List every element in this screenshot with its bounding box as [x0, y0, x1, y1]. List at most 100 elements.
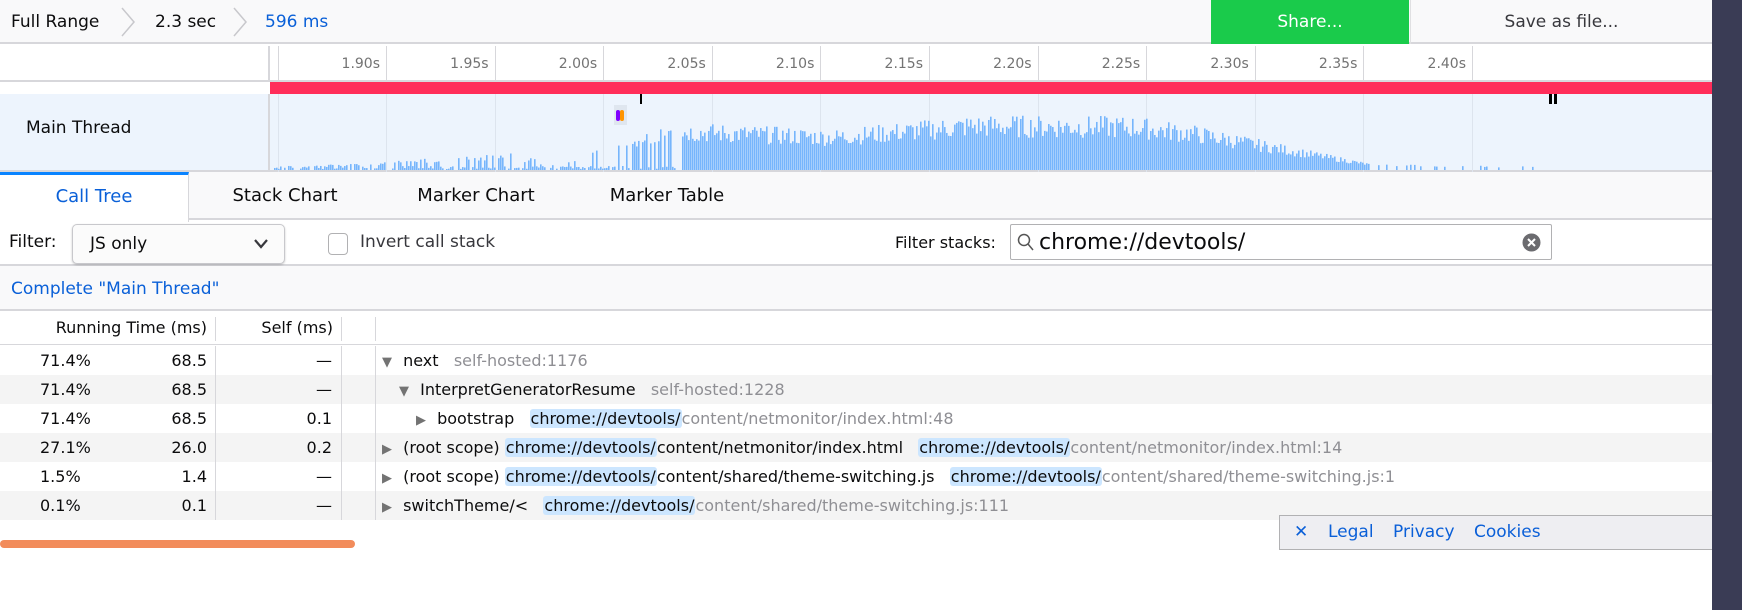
- track-label[interactable]: Main Thread: [0, 94, 270, 172]
- graph-bar: [722, 125, 724, 170]
- function-name: InterpretGeneratorResume: [420, 380, 636, 399]
- triangle-down-icon[interactable]: ▼: [382, 355, 392, 370]
- save-as-file-button[interactable]: Save as file...: [1410, 0, 1712, 44]
- table-row[interactable]: 1.5% 1.4 — ▶ (root scope) chrome://devto…: [0, 462, 1712, 491]
- filter-select[interactable]: JS only: [72, 224, 285, 264]
- triangle-right-icon[interactable]: ▶: [382, 442, 392, 457]
- tab-stack-chart[interactable]: Stack Chart: [232, 185, 338, 206]
- graph-bar: [1116, 118, 1118, 170]
- graph-bar: [1158, 130, 1160, 170]
- graph-bar: [740, 128, 742, 170]
- running-percent: 71.4%: [40, 409, 91, 428]
- graph-bar: [500, 155, 502, 170]
- cookies-link[interactable]: Cookies: [1474, 522, 1541, 542]
- graph-bar: [574, 161, 576, 170]
- graph-bar: [912, 127, 914, 170]
- self-ms: —: [316, 496, 332, 515]
- graph-bar: [552, 165, 554, 170]
- marker-orange[interactable]: [620, 110, 624, 121]
- graph-bar: [334, 168, 336, 170]
- graph-bar: [1262, 146, 1264, 170]
- graph-bar: [1180, 130, 1182, 170]
- clear-search-icon[interactable]: [1522, 233, 1541, 252]
- transform-breadcrumb[interactable]: Complete "Main Thread": [11, 279, 220, 299]
- graph-bar: [716, 133, 718, 170]
- filter-stacks-input[interactable]: [1039, 226, 1509, 258]
- privacy-link[interactable]: Privacy: [1393, 522, 1455, 542]
- graph-bar: [1296, 153, 1298, 170]
- graph-bar: [344, 166, 346, 170]
- legal-link[interactable]: Legal: [1328, 522, 1374, 542]
- graph-bar: [1170, 139, 1172, 170]
- graph-bar: [614, 166, 616, 170]
- graph-bar: [508, 168, 510, 170]
- marker-black-end[interactable]: [1549, 94, 1557, 104]
- breadcrumb-596-ms[interactable]: 596 ms: [265, 12, 329, 32]
- graph-bar: [1498, 167, 1500, 170]
- graph-bar: [374, 168, 376, 170]
- header-running-time[interactable]: Running Time (ms): [55, 318, 207, 337]
- invert-call-stack-label[interactable]: Invert call stack: [360, 232, 496, 252]
- graph-bar: [924, 120, 926, 170]
- marker-purple[interactable]: [616, 110, 620, 121]
- graph-bar: [1030, 119, 1032, 170]
- graph-bar: [1300, 157, 1302, 170]
- grid-line: [1254, 94, 1256, 172]
- header-self[interactable]: Self (ms): [261, 318, 333, 337]
- graph-bar: [1154, 134, 1156, 170]
- horizontal-scrollbar[interactable]: [0, 540, 355, 548]
- triangle-down-icon[interactable]: ▼: [399, 384, 409, 399]
- tab-marker-table[interactable]: Marker Table: [609, 185, 725, 206]
- graph-bar: [280, 166, 282, 170]
- graph-bar: [1282, 152, 1284, 170]
- table-row[interactable]: 71.4% 68.5 0.1 ▶ bootstrap chrome://devt…: [0, 404, 1712, 433]
- graph-bar: [814, 132, 816, 170]
- graph-bar: [664, 135, 666, 170]
- graph-bar: [476, 168, 478, 170]
- breadcrumb-full-range[interactable]: Full Range: [11, 12, 100, 32]
- invert-call-stack-checkbox[interactable]: [328, 233, 348, 255]
- graph-bar: [878, 124, 880, 170]
- tab-call-tree[interactable]: Call Tree: [0, 172, 189, 222]
- close-icon[interactable]: ✕: [1294, 522, 1309, 542]
- breadcrumb-2-3-sec[interactable]: 2.3 sec: [155, 12, 217, 32]
- graph-bar: [888, 140, 890, 170]
- table-row[interactable]: 27.1% 26.0 0.2 ▶ (root scope) chrome://d…: [0, 433, 1712, 462]
- graph-bar: [1104, 116, 1106, 170]
- graph-bar: [838, 136, 840, 170]
- graph-bar: [640, 168, 642, 170]
- triangle-right-icon[interactable]: ▶: [382, 471, 392, 486]
- activity-graph[interactable]: [272, 94, 1552, 170]
- graph-bar: [742, 130, 744, 170]
- graph-bar: [870, 131, 872, 170]
- graph-bar: [526, 168, 528, 170]
- graph-bar: [852, 141, 854, 170]
- graph-bar: [1064, 125, 1066, 170]
- table-row[interactable]: 71.4% 68.5 — ▼ InterpretGeneratorResume …: [0, 375, 1712, 404]
- graph-bar: [436, 161, 438, 170]
- tracing-marker-bar[interactable]: [270, 82, 1712, 94]
- graph-bar: [276, 167, 278, 170]
- graph-bar: [1276, 147, 1278, 170]
- graph-bar: [738, 139, 740, 170]
- table-row[interactable]: 71.4% 68.5 — ▼ next self-hosted:1176: [0, 346, 1712, 375]
- column-divider: [375, 346, 376, 520]
- graph-bar: [602, 168, 604, 170]
- marker-black[interactable]: [640, 94, 642, 104]
- graph-bar: [1038, 116, 1040, 170]
- triangle-right-icon[interactable]: ▶: [416, 413, 426, 428]
- graph-bar: [660, 129, 662, 170]
- graph-bar: [1386, 164, 1388, 170]
- graph-bar: [1352, 160, 1354, 170]
- graph-bar: [1164, 137, 1166, 170]
- tab-marker-chart[interactable]: Marker Chart: [417, 185, 535, 206]
- graph-bar: [1226, 145, 1228, 170]
- share-button[interactable]: Share...: [1211, 0, 1409, 44]
- triangle-right-icon[interactable]: ▶: [382, 500, 392, 515]
- graph-bar: [692, 138, 694, 170]
- graph-bar: [1126, 126, 1128, 170]
- graph-bar: [898, 138, 900, 170]
- graph-bar: [300, 168, 302, 170]
- graph-bar: [776, 126, 778, 170]
- filter-stacks-search[interactable]: [1010, 224, 1552, 260]
